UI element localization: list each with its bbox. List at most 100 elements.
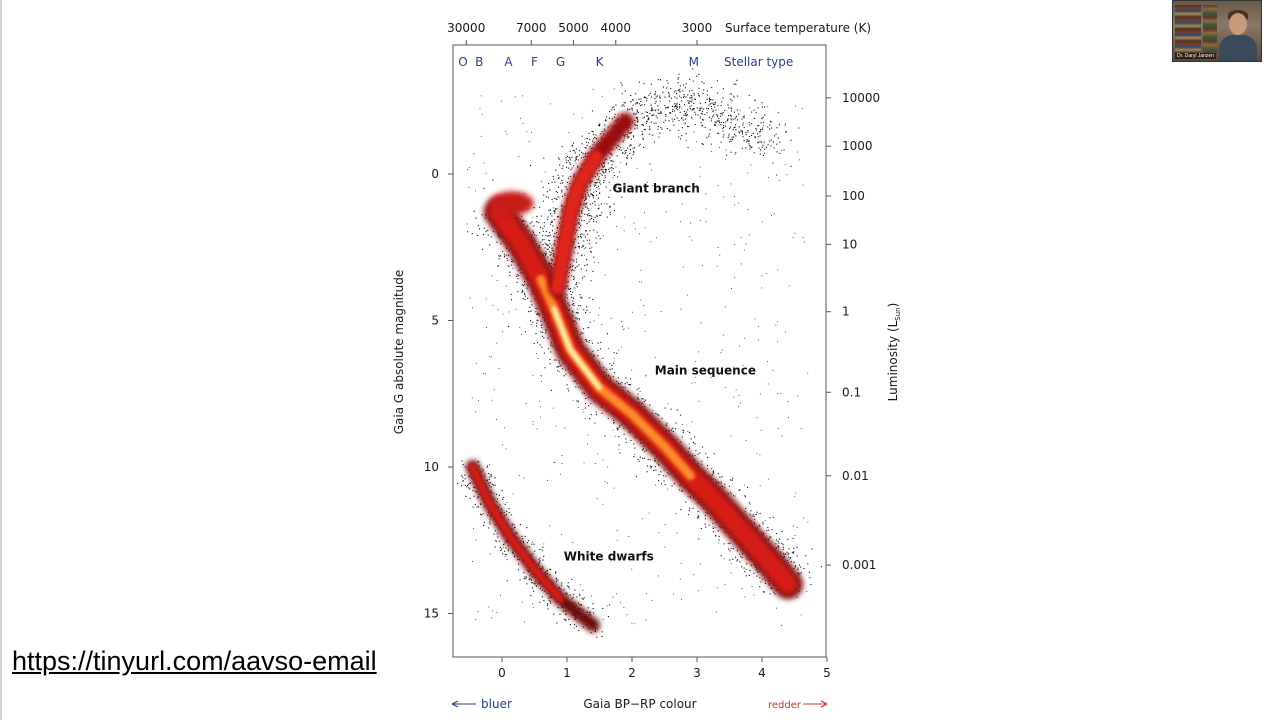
main-sequence-star-point — [800, 566, 802, 568]
giant-branch-star-point — [644, 116, 646, 118]
giant-branch-star-point — [643, 146, 645, 148]
main-sequence-star-point — [701, 463, 703, 465]
giant-branch-star-point — [594, 216, 596, 218]
main-sequence-star-point — [770, 536, 772, 538]
giant-branch-star-point — [605, 120, 607, 122]
giant-branch-star-point — [593, 221, 595, 223]
white-dwarf-star-point — [569, 624, 571, 626]
white-dwarf-star-point — [495, 493, 497, 495]
giant-branch-star-point — [603, 182, 605, 184]
giant-branch-star-point — [591, 194, 593, 196]
main-sequence-star-point — [601, 412, 603, 414]
giant-branch-star-point — [557, 191, 559, 193]
main-sequence-star-point — [619, 452, 621, 454]
main-sequence-star-point — [585, 312, 587, 314]
giant-branch-star-point — [733, 111, 735, 113]
giant-branch-star-point — [584, 153, 586, 155]
main-sequence-star-point — [533, 234, 535, 236]
giant-branch-star-point — [677, 89, 679, 91]
giant-branch-star-point — [602, 171, 604, 173]
giant-branch-star-point — [636, 110, 638, 112]
main-sequence-star-point — [691, 454, 693, 456]
main-sequence-star-point — [487, 234, 489, 236]
giant-branch-star-point — [604, 168, 606, 170]
giant-branch-star-point — [575, 283, 577, 285]
white-dwarf-star-point — [479, 513, 481, 515]
giant-branch-star-point — [611, 118, 613, 120]
giant-branch-star-point — [616, 155, 618, 157]
giant-branch-star-point — [576, 230, 578, 232]
giant-branch-star-point — [678, 136, 680, 138]
giant-branch-star-point — [589, 230, 591, 232]
giant-branch-star-point — [708, 135, 710, 137]
main-sequence-star-point — [642, 449, 644, 451]
giant-branch-star-point — [637, 118, 639, 120]
giant-branch-star-point — [617, 176, 619, 178]
giant-branch-star-point — [595, 184, 597, 186]
giant-branch-star-point — [590, 215, 592, 217]
giant-branch-star-point — [668, 93, 670, 95]
giant-branch-star-point — [679, 107, 681, 109]
giant-branch-star-point — [569, 175, 571, 177]
giant-branch-star-point — [549, 240, 551, 242]
main-sequence-star-point — [774, 593, 776, 595]
giant-branch-star-point — [683, 95, 685, 97]
giant-branch-star-point — [675, 90, 677, 92]
giant-branch-star-point — [686, 115, 688, 117]
white-dwarf-star-point — [490, 475, 492, 477]
main-sequence-star-point — [540, 320, 542, 322]
main-sequence-star-point — [618, 444, 620, 446]
white-dwarf-star-point — [534, 550, 536, 552]
white-dwarf-star-point — [514, 526, 516, 528]
main-sequence-star-point — [682, 431, 684, 433]
main-sequence-star-point — [585, 398, 587, 400]
white-dwarf-star-point — [493, 492, 495, 494]
white-dwarf-star-point — [547, 608, 549, 610]
giant-branch-star-point — [728, 115, 730, 117]
giant-branch-star-point — [573, 270, 575, 272]
giant-branch-star-point — [635, 93, 637, 95]
giant-branch-star-point — [577, 165, 579, 167]
main-sequence-star-point — [665, 475, 667, 477]
giant-branch-star-point — [692, 108, 694, 110]
giant-branch-star-point — [594, 182, 596, 184]
main-sequence-star-point — [535, 307, 537, 309]
giant-branch-star-point — [579, 294, 581, 296]
white-dwarf-star-point — [539, 601, 541, 603]
main-sequence-star-point — [712, 527, 714, 529]
main-sequence-star-point — [695, 450, 697, 452]
giant-branch-star-point — [680, 97, 682, 99]
field-star-point — [612, 177, 614, 179]
giant-branch-star-point — [590, 193, 592, 195]
main-sequence-star-point — [588, 327, 590, 329]
giant-branch-star-point — [679, 111, 681, 113]
giant-branch-star-point — [630, 144, 632, 146]
giant-branch-star-point — [669, 112, 671, 114]
giant-branch-star-point — [546, 248, 548, 250]
giant-branch-star-point — [729, 128, 731, 130]
white-dwarf-star-point — [541, 596, 543, 598]
giant-branch-star-point — [673, 124, 675, 126]
main-sequence-star-point — [532, 321, 534, 323]
giant-branch-star-point — [776, 174, 778, 176]
main-sequence-star-point — [572, 315, 574, 317]
giant-branch-star-point — [638, 98, 640, 100]
giant-branch-star-point — [621, 152, 623, 154]
main-sequence-star-point — [763, 591, 765, 593]
field-star-point — [602, 619, 604, 621]
white-dwarf-star-point — [514, 556, 516, 558]
giant-branch-star-point — [591, 110, 593, 112]
giant-branch-star-point — [740, 130, 742, 132]
giant-branch-star-point — [679, 105, 681, 107]
giant-branch-star-point — [593, 142, 595, 144]
main-sequence-star-point — [545, 329, 547, 331]
main-sequence-star-point — [546, 244, 548, 246]
giant-branch-star-point — [689, 106, 691, 108]
giant-branch-star-point — [620, 146, 622, 148]
main-sequence-star-point — [614, 372, 616, 374]
main-sequence-star-point — [506, 257, 508, 259]
white-dwarf-star-point — [576, 596, 578, 598]
white-dwarf-star-point — [550, 568, 552, 570]
field-star-point — [572, 399, 574, 401]
giant-branch-star-point — [627, 137, 629, 139]
